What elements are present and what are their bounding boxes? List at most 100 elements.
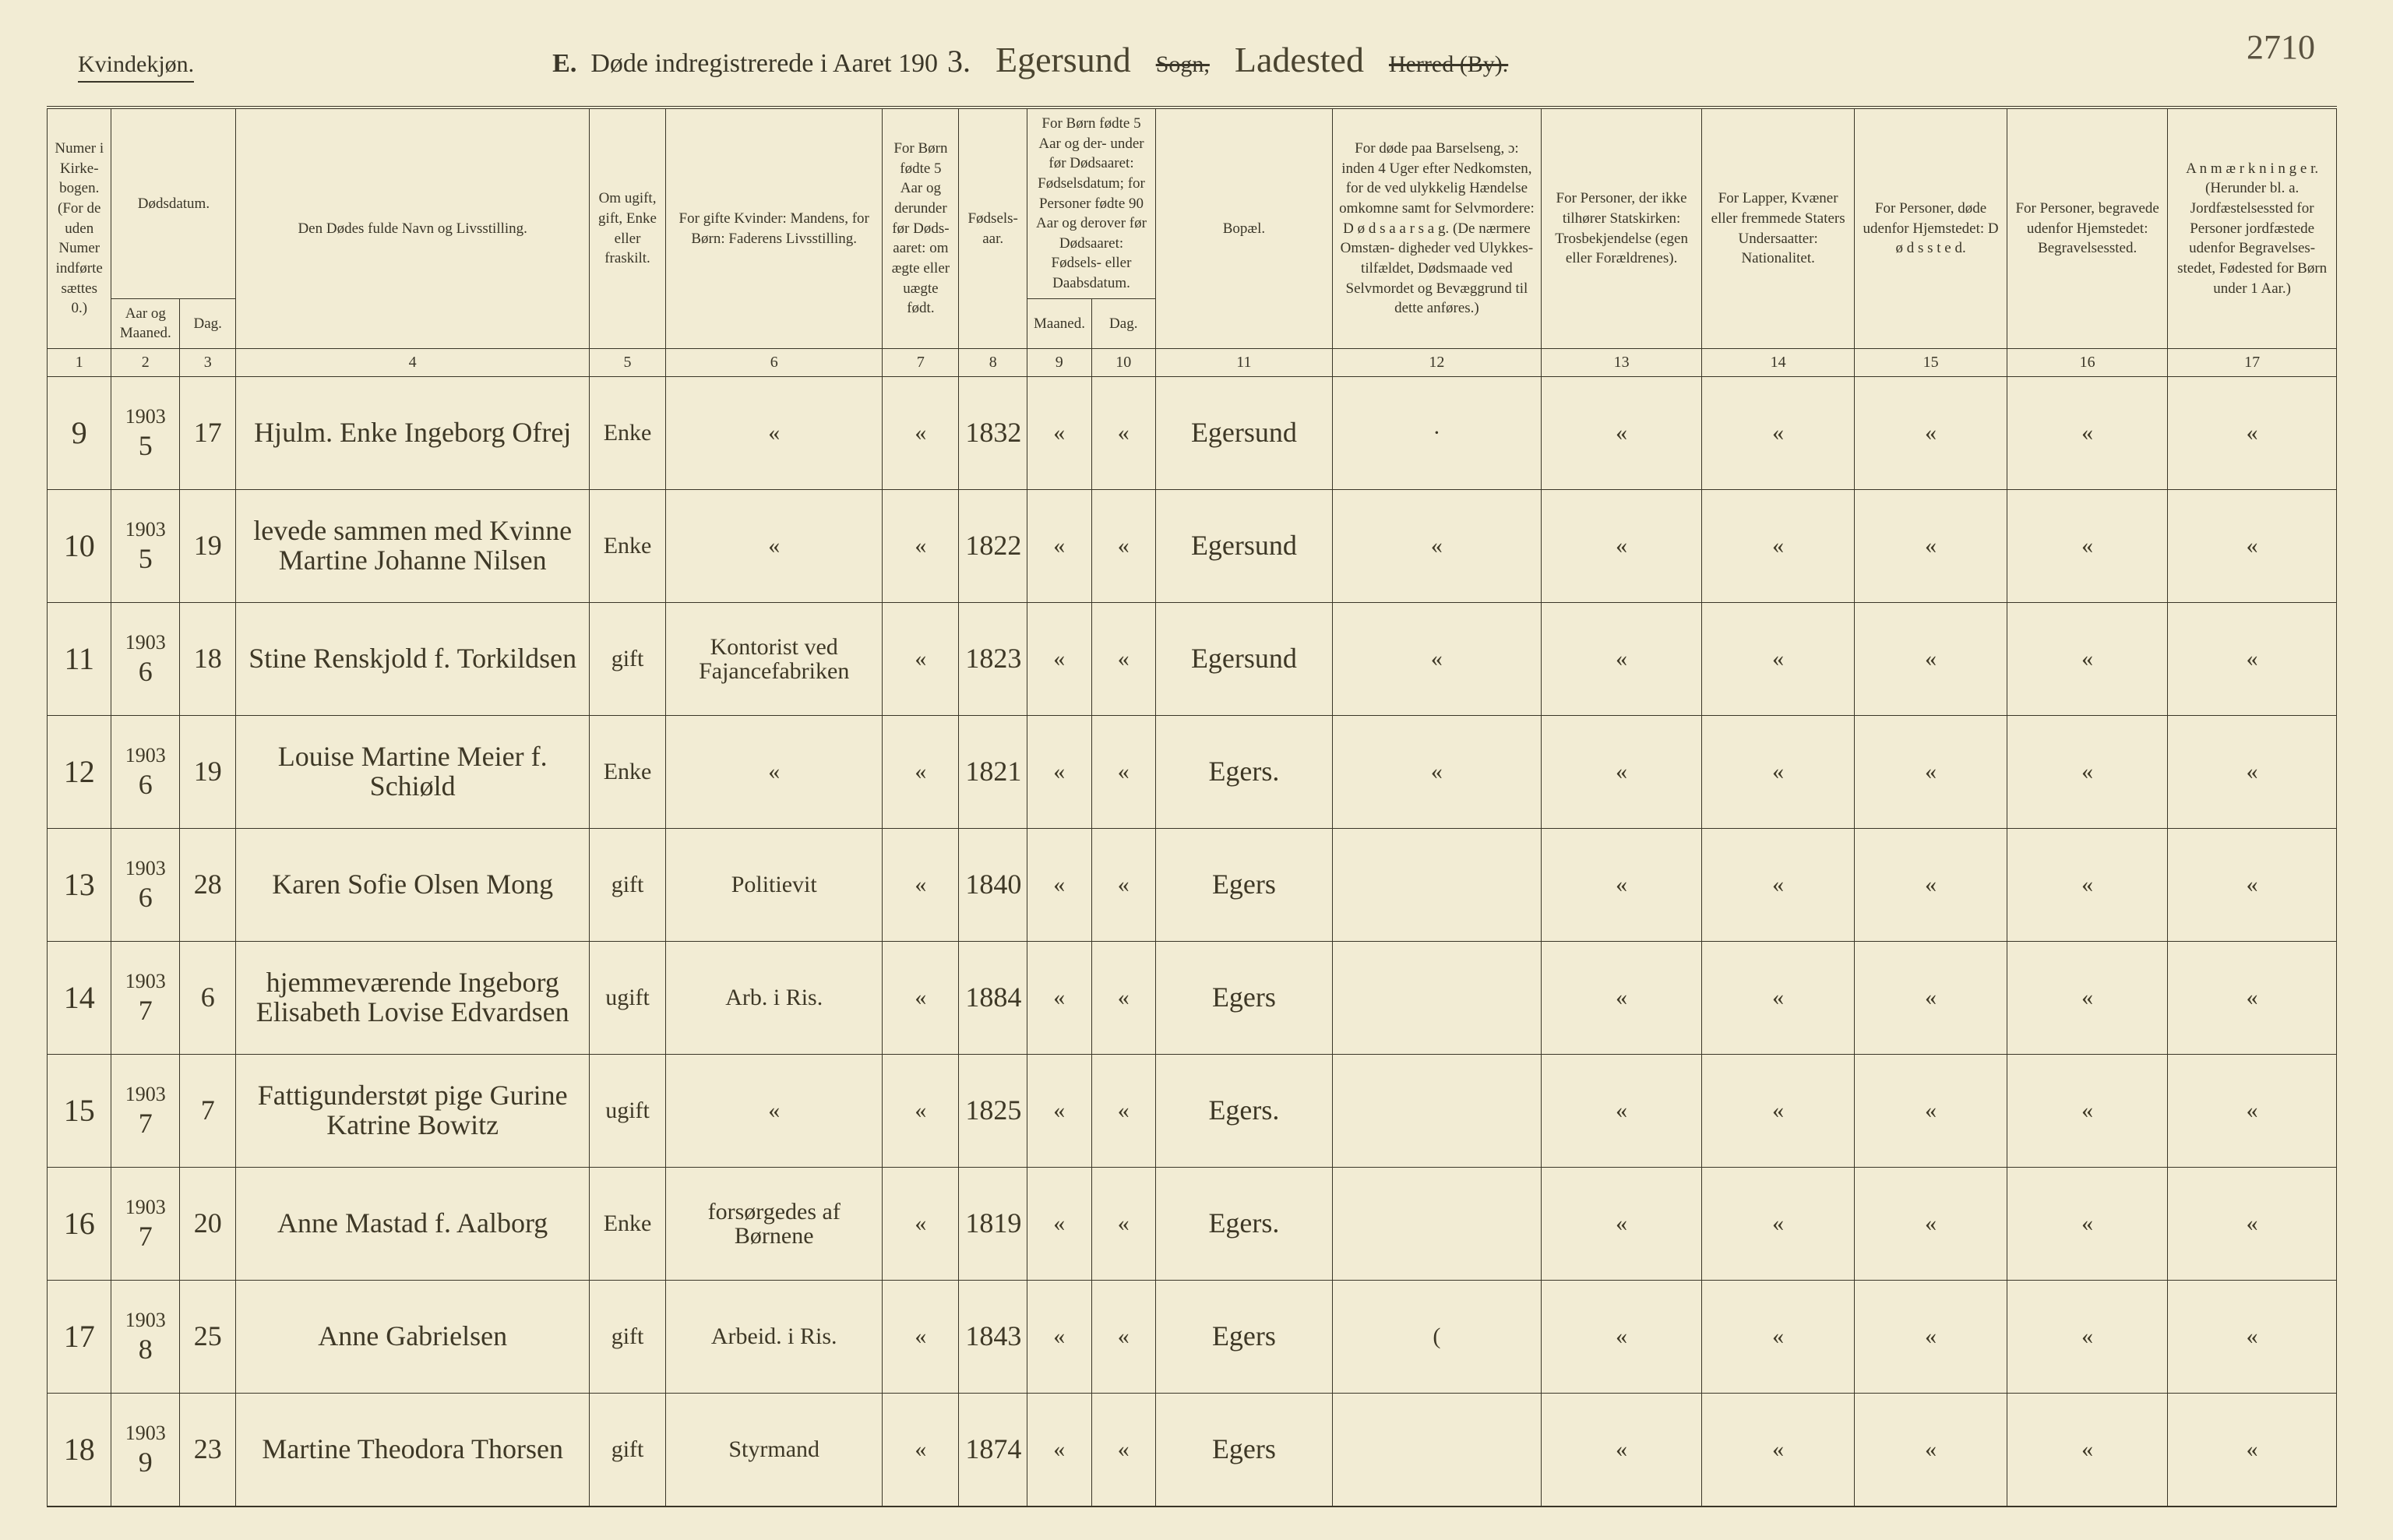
cell: «: [1855, 942, 2007, 1055]
cell: 1822: [959, 490, 1027, 603]
cell: «: [2007, 1394, 2168, 1507]
cell-text: Egersund: [1191, 417, 1297, 448]
cell-text: 19: [194, 530, 222, 561]
cell: Styrmand: [666, 1394, 883, 1507]
cell: «: [2007, 1055, 2168, 1168]
cell: 1823: [959, 603, 1027, 716]
colnum: 14: [1702, 349, 1855, 377]
cell-text: «: [1925, 985, 1937, 1010]
cell-text: «: [1772, 420, 1784, 446]
cell: Anne Mastad f. Aalborg: [236, 1168, 590, 1281]
cell-text: «: [915, 1211, 926, 1236]
cell-text: Arb. i Ris.: [725, 985, 823, 1010]
col-header-14: For Lapper, Kvæner eller fremmede Stater…: [1702, 107, 1855, 349]
col-header-16: For Personer, begravede udenfor Hjemsted…: [2007, 107, 2168, 349]
cell-text: «: [1925, 1323, 1937, 1349]
cell: «: [1541, 603, 1701, 716]
colnum: 10: [1091, 349, 1156, 377]
cell-text: Kontorist ved Fajancefabriken: [699, 634, 849, 685]
cell: 13: [48, 829, 111, 942]
col-header-4: Den Dødes fulde Navn og Livsstilling.: [236, 107, 590, 349]
cell: «: [2007, 1281, 2168, 1394]
cell-text: Egers: [1212, 869, 1276, 900]
cell-text: «: [2081, 646, 2093, 671]
cell: «: [1855, 603, 2007, 716]
cell: gift: [590, 1281, 666, 1394]
cell-text: 19: [194, 756, 222, 787]
cell: «: [1027, 829, 1091, 942]
cell: «: [1702, 716, 1855, 829]
col-header-13: For Personer, der ikke tilhører Statskir…: [1541, 107, 1701, 349]
cell-text: Anne Gabrielsen: [318, 1320, 507, 1351]
cell: «: [1027, 1394, 1091, 1507]
cell-text: «: [1118, 1098, 1130, 1123]
cell-text: «: [1925, 1436, 1937, 1462]
cell: «: [1027, 942, 1091, 1055]
cell: 1874: [959, 1394, 1027, 1507]
cell-text: «: [1118, 1211, 1130, 1236]
cell: [1332, 1055, 1541, 1168]
month-text: 7: [139, 995, 153, 1026]
cell-text: 17: [64, 1319, 95, 1354]
table-row: 181903923Martine Theodora ThorsengiftSty…: [48, 1394, 2337, 1507]
cell-year-month: 19035: [111, 377, 180, 490]
cell-text: «: [1118, 1323, 1130, 1349]
cell: 23: [180, 1394, 236, 1507]
cell-text: «: [915, 985, 926, 1010]
cell-text: Egers: [1212, 981, 1276, 1013]
cell-text: ugift: [605, 1098, 650, 1123]
cell: «: [2168, 1168, 2337, 1281]
cell-text: «: [2081, 1098, 2093, 1123]
cell-text: «: [1925, 872, 1937, 897]
cell-text: «: [2081, 872, 2093, 897]
table-row: 91903517Hjulm. Enke Ingeborg OfrejEnke««…: [48, 377, 2337, 490]
cell: ·: [1332, 377, 1541, 490]
cell-text: «: [2247, 1098, 2258, 1123]
cell-text: «: [1118, 872, 1130, 897]
cell-text: Politievit: [731, 872, 817, 897]
cell: «: [1091, 490, 1156, 603]
cell-text: «: [768, 1098, 780, 1123]
cell-text: 25: [194, 1320, 222, 1351]
cell: [1332, 829, 1541, 942]
cell: «: [2007, 942, 2168, 1055]
cell: «: [2168, 603, 2337, 716]
cell-text: 1874: [965, 1433, 1021, 1464]
cell: Egersund: [1156, 603, 1333, 716]
cell-year-month: 19036: [111, 603, 180, 716]
col-header-6: For gifte Kvinder: Mandens, for Børn: Fa…: [666, 107, 883, 349]
cell: Anne Gabrielsen: [236, 1281, 590, 1394]
cell: hjemmeværende Ingeborg Elisabeth Lovise …: [236, 942, 590, 1055]
col-header-5: Om ugift, gift, Enke eller fraskilt.: [590, 107, 666, 349]
cell: «: [666, 716, 883, 829]
col-header-9b: Dag.: [1091, 298, 1156, 348]
cell: «: [1091, 377, 1156, 490]
cell: 12: [48, 716, 111, 829]
cell-text: 11: [64, 641, 94, 676]
year-text: 1903: [118, 519, 173, 540]
cell-text: 6: [201, 981, 215, 1013]
year-text: 1903: [118, 1309, 173, 1330]
cell-year-month: 19038: [111, 1281, 180, 1394]
cell-text: «: [1616, 1323, 1627, 1349]
cell-text: gift: [611, 1323, 644, 1349]
cell: «: [1855, 490, 2007, 603]
cell: Egers: [1156, 829, 1333, 942]
cell: «: [883, 829, 959, 942]
cell-year-month: 19037: [111, 1168, 180, 1281]
cell: «: [1541, 377, 1701, 490]
col-header-9a: Maaned.: [1027, 298, 1091, 348]
cell: «: [1702, 490, 1855, 603]
cell-text: «: [915, 872, 926, 897]
year-text: 1903: [118, 971, 173, 992]
cell-text: «: [2081, 1323, 2093, 1349]
header-row: Kvindekjøn. E. Døde indregistrerede i Aa…: [47, 39, 2346, 83]
cell: «: [2168, 490, 2337, 603]
cell-text: «: [2247, 872, 2258, 897]
cell: 7: [180, 1055, 236, 1168]
cell: «: [1855, 716, 2007, 829]
cell: «: [2007, 1168, 2168, 1281]
col-header-9-top: For Børn fødte 5 Aar og der- under før D…: [1027, 107, 1156, 298]
cell: «: [2168, 716, 2337, 829]
col-header-2-top: Dødsdatum.: [111, 107, 236, 298]
